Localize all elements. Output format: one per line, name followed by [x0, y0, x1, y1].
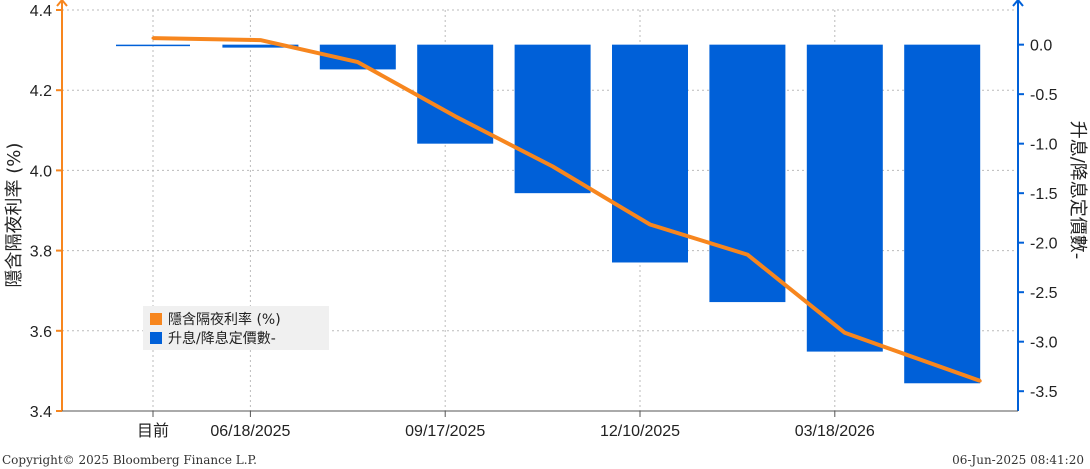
left-tick-label: 4.4 — [30, 3, 52, 20]
legend-swatch-line — [150, 313, 162, 325]
line-point-8 — [978, 379, 982, 383]
legend-swatch-bar — [150, 332, 162, 344]
left-tick-label: 4.2 — [30, 83, 52, 100]
left-axis-title: 隱含隔夜利率 (%) — [4, 143, 25, 288]
line-point-2 — [356, 60, 360, 64]
right-tick-label: -1.5 — [1030, 186, 1058, 203]
line-point-4 — [551, 164, 555, 168]
line-point-7 — [843, 331, 847, 335]
bar-5 — [612, 44, 688, 263]
left-axis-ticks: 3.4 3.6 3.8 4.0 4.2 4.4 — [30, 3, 62, 421]
x-axis-ticks: 目前 06/18/2025 09/17/2025 12/10/2025 03/18/20… — [137, 411, 875, 440]
legend-item-implied-rate: 隱含隔夜利率 (%) — [168, 311, 281, 328]
copyright-text: Copyright© 2025 Bloomberg Finance L.P. — [2, 453, 257, 467]
right-tick-label: -2.0 — [1030, 236, 1058, 253]
right-tick-label: 0.0 — [1030, 38, 1052, 55]
timestamp-text: 06-Jun-2025 08:41:20 — [952, 453, 1084, 467]
x-tick-label: 目前 — [137, 422, 169, 440]
right-tick-label: -3.5 — [1030, 384, 1058, 401]
left-axis-arrow — [56, 0, 68, 7]
legend-box — [143, 306, 329, 350]
implied-rate-line — [151, 36, 982, 383]
bar-8 — [904, 44, 981, 384]
line-point-1 — [258, 38, 262, 42]
x-tick-label: 12/10/2025 — [600, 423, 680, 440]
legend-item-hikes-cuts: 升息/降息定價數- — [168, 330, 276, 347]
x-tick-label: 06/18/2025 — [210, 423, 290, 440]
line-point-6 — [745, 253, 749, 257]
bar-6 — [709, 44, 786, 303]
right-tick-label: -1.0 — [1030, 137, 1058, 154]
right-tick-label: -2.5 — [1030, 285, 1058, 302]
line-point-5 — [648, 223, 652, 227]
right-tick-label: -0.5 — [1030, 87, 1058, 104]
bar-7 — [806, 44, 883, 352]
right-axis-ticks: 0.0 -0.5 -1.0 -1.5 -2.0 -2.5 -3.0 -3.5 — [1018, 38, 1058, 401]
line-point-0 — [151, 36, 155, 40]
right-axis-title: 升息/降息定價數- — [1067, 121, 1088, 260]
bar-1 — [222, 44, 299, 48]
bar-0 — [116, 44, 190, 47]
bar-4 — [514, 44, 591, 194]
right-tick-label: -3.0 — [1030, 335, 1058, 352]
left-tick-label: 3.6 — [30, 324, 52, 341]
left-tick-label: 3.4 — [30, 404, 52, 421]
line-point-3 — [453, 114, 457, 118]
left-tick-label: 4.0 — [30, 163, 52, 180]
left-tick-label: 3.8 — [30, 244, 52, 261]
x-tick-label: 09/17/2025 — [405, 423, 485, 440]
x-tick-label: 03/18/2026 — [795, 423, 875, 440]
legend: 隱含隔夜利率 (%) 升息/降息定價數- — [143, 306, 329, 350]
right-axis-arrow — [1012, 0, 1024, 7]
